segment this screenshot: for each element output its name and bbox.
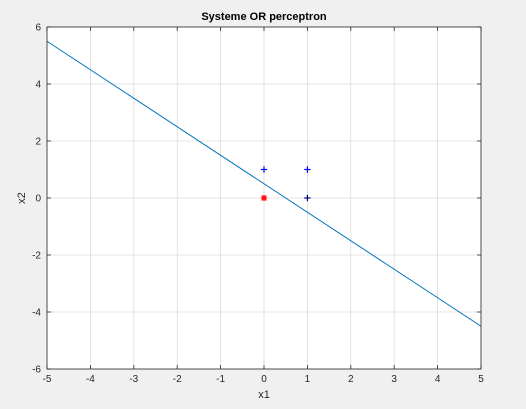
ticks-layer: -5 -4 -3 -2 -1 0 1 2 3 4 5 -6 -4 -2 0 2 4 6: [32, 23, 484, 386]
y-tick-label: -2: [32, 251, 41, 262]
x-tick-label: -2: [173, 374, 182, 385]
chart-title: Systeme OR perceptron: [201, 11, 327, 23]
y-tick-label: 6: [35, 23, 41, 34]
y-tick-label: 4: [35, 80, 41, 91]
class-0-point: [260, 194, 268, 202]
class-1-point: [304, 166, 311, 173]
x-tick-label: 0: [261, 374, 267, 385]
class-1-point: [260, 166, 268, 173]
x-tick-label: -5: [43, 374, 52, 385]
y-axis-label: x2: [16, 192, 28, 204]
x-axis-label: x1: [258, 389, 270, 401]
markers-layer: [260, 166, 311, 202]
y-tick-label: -4: [32, 308, 41, 319]
y-tick-label: 0: [35, 194, 41, 205]
decision-boundary-line: [46, 40, 482, 327]
x-tick-label: 3: [391, 374, 397, 385]
x-tick-label: -4: [86, 374, 95, 385]
x-tick-label: 4: [435, 374, 441, 385]
x-tick-label: -3: [129, 374, 138, 385]
y-tick-label: -6: [32, 365, 41, 376]
y-tick-label: 2: [35, 137, 41, 148]
marker-stroke: [261, 195, 267, 201]
x-tick-label: -1: [216, 374, 225, 385]
x-tick-label: 2: [348, 374, 354, 385]
x-tick-label: 5: [478, 374, 484, 385]
x-tick-label: 1: [305, 374, 311, 385]
class-1-point: [304, 194, 311, 202]
lines-layer: [46, 40, 482, 327]
